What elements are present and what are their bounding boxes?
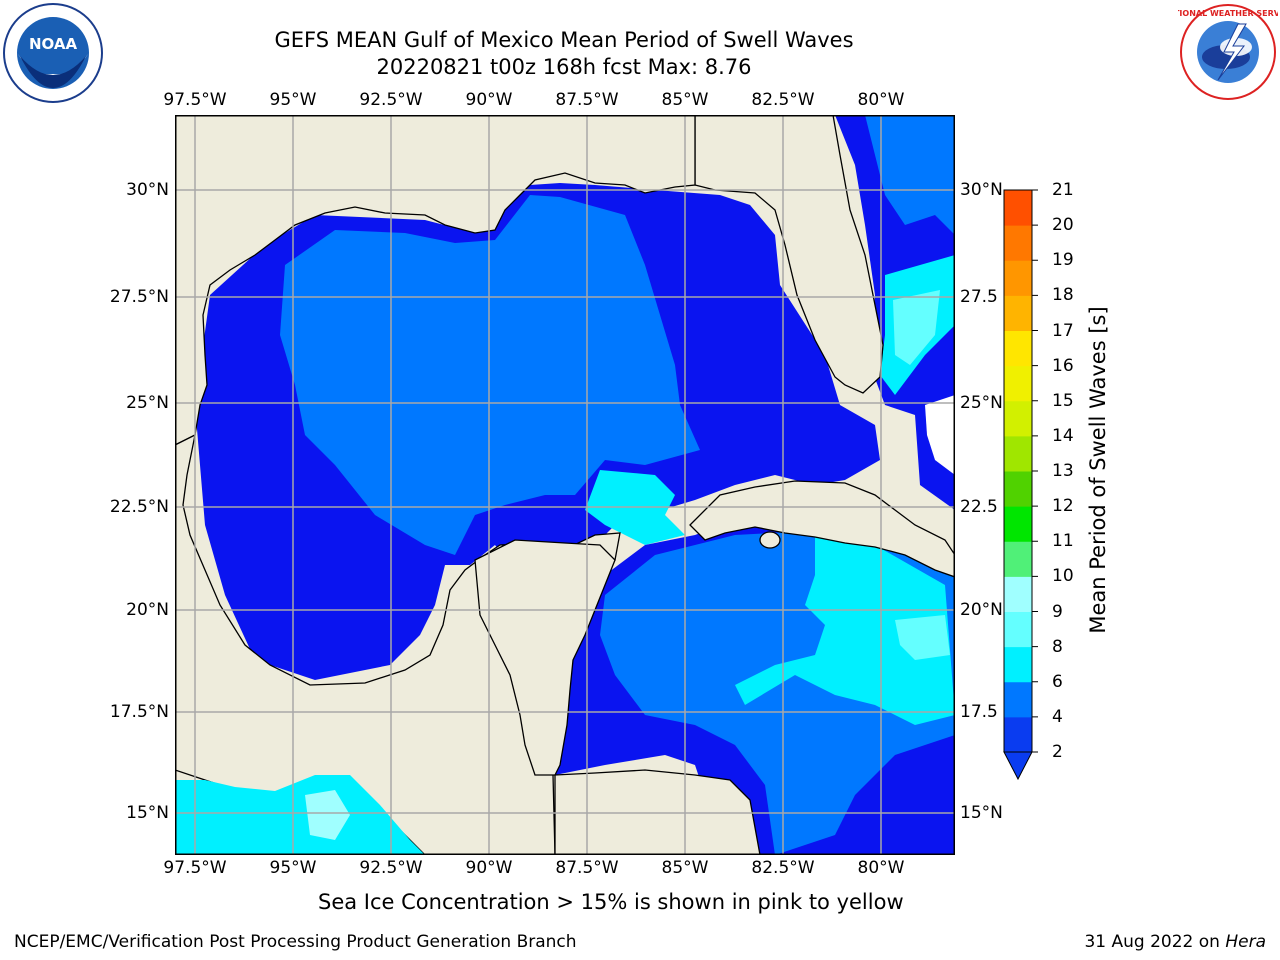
lon-tick-bottom: 85°W bbox=[661, 858, 709, 878]
colorbar bbox=[1003, 189, 1038, 781]
colorbar-tick-label: 15 bbox=[1052, 390, 1074, 411]
lon-tick-bottom: 87.5°W bbox=[555, 858, 619, 878]
pacific-pale-cyan-patch bbox=[305, 790, 350, 840]
map-frame bbox=[175, 115, 955, 855]
colorbar-tick-label: 8 bbox=[1052, 636, 1063, 657]
colorbar-tick-label: 2 bbox=[1052, 742, 1063, 762]
colorbar-tick-label: 16 bbox=[1052, 355, 1074, 376]
colorbar-segment bbox=[1004, 506, 1032, 542]
colorbar-segment bbox=[1004, 611, 1032, 648]
colorbar-segment bbox=[1004, 365, 1032, 402]
colorbar-tick-label: 19 bbox=[1052, 250, 1074, 271]
colorbar-tick-label: 20 bbox=[1052, 215, 1074, 236]
lat-tick-left: 25°N bbox=[126, 393, 169, 413]
colorbar-tick-label: 6 bbox=[1052, 671, 1063, 692]
colorbar-segment bbox=[1004, 190, 1032, 226]
date-text: 31 Aug 2022 on bbox=[1084, 932, 1220, 952]
bahamas bbox=[925, 395, 955, 475]
lat-tick-right: 17.5 bbox=[960, 702, 998, 722]
colorbar-segment bbox=[1004, 576, 1032, 612]
cuba-island bbox=[689, 480, 955, 578]
lat-tick-right: 27.5 bbox=[960, 287, 998, 307]
lon-tick-top: 90°W bbox=[465, 90, 513, 110]
colorbar-tick-label: 4 bbox=[1052, 706, 1063, 727]
lon-tick-top: 95°W bbox=[269, 90, 317, 110]
lon-tick-bottom: 97.5°W bbox=[163, 858, 227, 878]
colorbar-segment bbox=[1004, 681, 1032, 718]
florida-peninsula bbox=[694, 115, 884, 394]
lat-tick-right: 30°N bbox=[960, 180, 1003, 200]
lon-tick-bottom: 90°W bbox=[465, 858, 513, 878]
colorbar-title: Mean Period of Swell Waves [s] bbox=[1086, 306, 1110, 634]
nws-logo: NATIONAL WEATHER SERVICE bbox=[1178, 4, 1278, 100]
lon-tick-top: 85°W bbox=[661, 90, 709, 110]
colorbar-segment bbox=[1004, 646, 1032, 683]
colorbar-segment bbox=[1004, 400, 1032, 437]
chart-title: GEFS MEAN Gulf of Mexico Mean Period of … bbox=[274, 28, 854, 52]
colorbar-segment bbox=[1004, 260, 1032, 296]
lat-tick-left: 30°N bbox=[126, 180, 169, 200]
lat-tick-left: 27.5°N bbox=[109, 287, 169, 307]
colorbar-tick-label: 12 bbox=[1052, 496, 1074, 517]
gulf-medium-blue-region bbox=[280, 195, 700, 555]
lon-tick-bottom: 80°W bbox=[857, 858, 905, 878]
atlantic-light-cyan-region bbox=[893, 290, 940, 365]
lat-tick-right: 22.5 bbox=[960, 497, 998, 517]
nws-logo-text: NATIONAL WEATHER SERVICE bbox=[1178, 9, 1278, 18]
lon-tick-top: 92.5°W bbox=[359, 90, 423, 110]
colorbar-tick-label: 21 bbox=[1052, 180, 1074, 200]
date-line: 31 Aug 2022 on Hera bbox=[1084, 932, 1266, 952]
colorbar-extension bbox=[1003, 751, 1033, 781]
colorbar-tick-label: 11 bbox=[1052, 531, 1074, 552]
sea-ice-caption: Sea Ice Concentration > 15% is shown in … bbox=[318, 890, 904, 914]
atlantic-medium-region bbox=[865, 115, 955, 235]
colorbar-segment bbox=[1004, 295, 1032, 331]
lat-tick-left: 17.5°N bbox=[109, 702, 169, 722]
colorbar-segment bbox=[1004, 225, 1032, 261]
lon-tick-top: 80°W bbox=[857, 90, 905, 110]
lon-tick-bottom: 82.5°W bbox=[751, 858, 815, 878]
pacific-cyan-region bbox=[175, 775, 425, 855]
isle-of-youth bbox=[759, 531, 781, 549]
credit-line: NCEP/EMC/Verification Post Processing Pr… bbox=[14, 932, 577, 952]
chart-subtitle: 20220821 t00z 168h fcst Max: 8.76 bbox=[376, 55, 752, 79]
caribbean-light-cyan-patch bbox=[895, 615, 950, 660]
colorbar-segment bbox=[1004, 716, 1032, 753]
machine-name: Hera bbox=[1225, 932, 1266, 952]
yucatan-peninsula bbox=[474, 539, 616, 776]
lat-tick-left: 22.5°N bbox=[109, 497, 169, 517]
colorbar-tick-label: 10 bbox=[1052, 566, 1074, 587]
lon-tick-top: 87.5°W bbox=[555, 90, 619, 110]
caribbean-cyan-region bbox=[735, 535, 955, 725]
graticule bbox=[175, 115, 955, 855]
colorbar-tick-label: 13 bbox=[1052, 461, 1074, 481]
lon-tick-top: 82.5°W bbox=[751, 90, 815, 110]
lat-tick-right: 20°N bbox=[960, 600, 1003, 620]
colorbar-segment bbox=[1004, 471, 1032, 507]
lon-tick-top: 97.5°W bbox=[163, 90, 227, 110]
lat-tick-right: 15°N bbox=[960, 803, 1003, 823]
lon-tick-bottom: 95°W bbox=[269, 858, 317, 878]
lat-tick-left: 20°N bbox=[126, 600, 169, 620]
colorbar-segment bbox=[1004, 330, 1032, 367]
colorbar-segment bbox=[1004, 541, 1032, 577]
noaa-logo-text: NOAA bbox=[29, 35, 78, 53]
colorbar-tick-label: 18 bbox=[1052, 285, 1074, 306]
lon-tick-bottom: 92.5°W bbox=[359, 858, 423, 878]
colorbar-segment bbox=[1004, 435, 1032, 472]
us-gulf-coast bbox=[175, 115, 696, 446]
colorbar-tick-label: 9 bbox=[1052, 601, 1063, 622]
colorbar-tick-label: 17 bbox=[1052, 320, 1074, 341]
lat-tick-left: 15°N bbox=[126, 803, 169, 823]
map-plot bbox=[175, 115, 955, 855]
colorbar-tick-label: 14 bbox=[1052, 425, 1074, 446]
noaa-logo: NOAA bbox=[3, 3, 103, 103]
lat-tick-right: 25°N bbox=[960, 393, 1003, 413]
